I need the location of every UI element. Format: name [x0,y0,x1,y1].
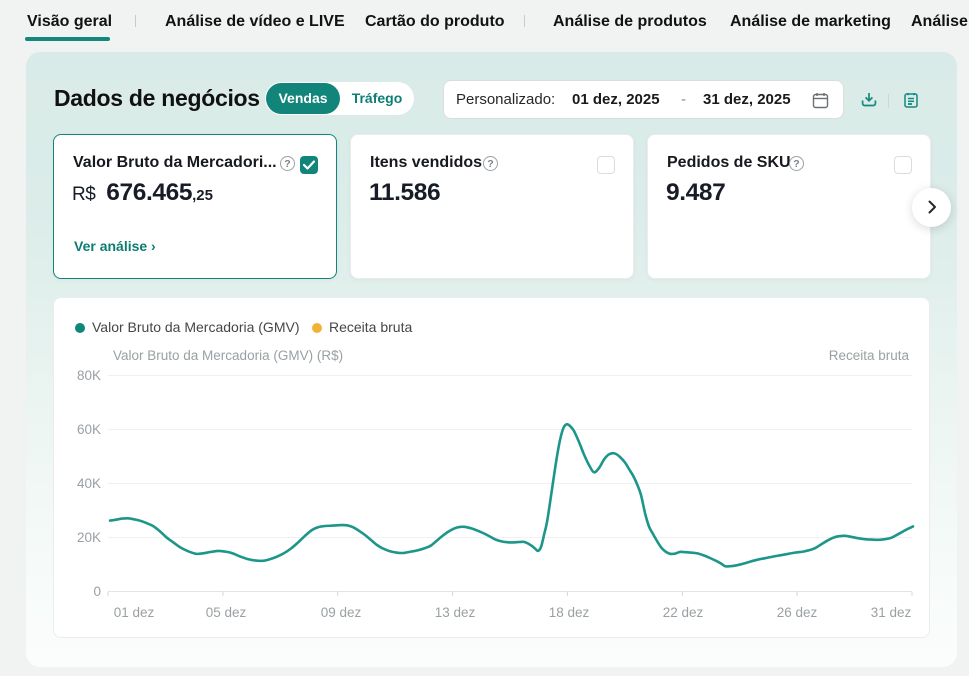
svg-text:18 dez: 18 dez [549,605,590,620]
svg-text:13 dez: 13 dez [435,605,476,620]
svg-text:01 dez: 01 dez [114,605,155,620]
svg-text:05 dez: 05 dez [206,605,247,620]
svg-text:80K: 80K [77,368,101,383]
svg-text:26 dez: 26 dez [777,605,818,620]
svg-text:0: 0 [93,584,101,599]
svg-text:09 dez: 09 dez [321,605,362,620]
svg-text:60K: 60K [77,422,101,437]
svg-text:40K: 40K [77,476,101,491]
svg-text:22 dez: 22 dez [663,605,704,620]
svg-text:20K: 20K [77,530,101,545]
svg-text:31 dez: 31 dez [871,605,912,620]
